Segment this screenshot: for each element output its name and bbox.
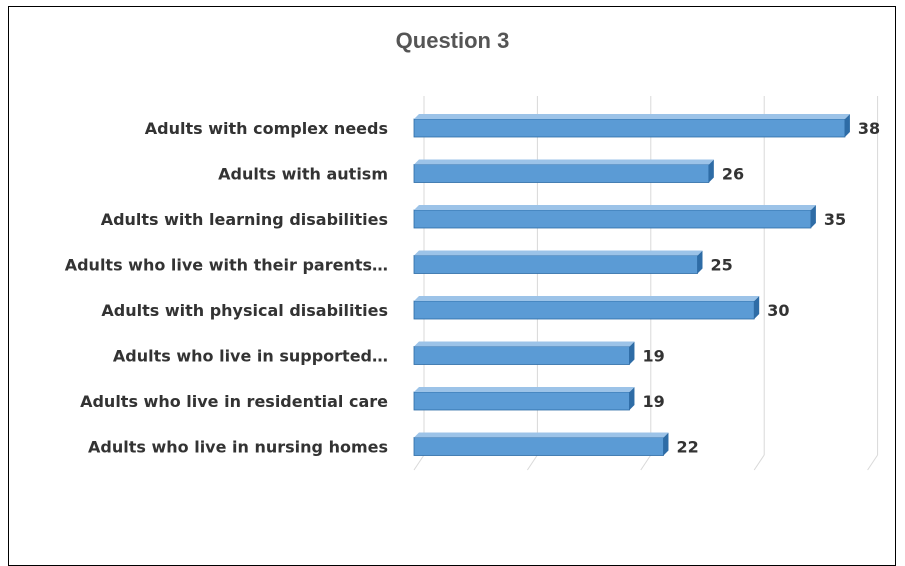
bar	[413, 164, 710, 183]
gridline-foot	[867, 454, 879, 471]
gridline-foot	[640, 454, 652, 471]
data-label: 30	[767, 301, 789, 320]
category-label: Adults who live in nursing homes	[88, 438, 388, 457]
category-label: Adults with physical disabilities	[101, 301, 388, 320]
bar-chart: Adults with complex needs 38 Adults with a…	[65, 96, 880, 471]
bar-top-face	[414, 341, 635, 347]
bar-end-cap	[810, 205, 816, 228]
bar	[413, 118, 846, 138]
bar-top-face	[414, 387, 635, 392]
chart-frame	[8, 6, 896, 566]
bar-top-face	[414, 250, 703, 256]
bar-top-face	[414, 296, 760, 301]
data-label: 26	[722, 165, 744, 184]
bar-end-cap	[697, 250, 703, 274]
bar	[413, 255, 698, 274]
bar	[413, 437, 664, 456]
category-label: Adults who live in supported…	[113, 347, 388, 366]
bar-end-cap	[629, 341, 635, 365]
bar	[413, 391, 630, 411]
data-label: 35	[824, 210, 846, 229]
category-label: Adults with autism	[218, 165, 388, 184]
bar-end-cap	[708, 159, 714, 183]
gridline-foot	[526, 454, 538, 471]
bar-top-face	[414, 432, 669, 438]
bar-end-cap	[663, 432, 669, 456]
data-label: 25	[711, 256, 733, 275]
bar-end-cap	[844, 114, 850, 137]
gridline-foot	[413, 454, 425, 471]
bar	[413, 209, 812, 229]
bar-top-face	[414, 114, 850, 119]
data-label: 22	[676, 438, 698, 457]
bar	[413, 300, 755, 320]
category-label: Adults who live in residential care	[80, 392, 388, 411]
gridline-foot	[753, 454, 765, 471]
category-label: Adults with complex needs	[145, 119, 388, 138]
data-label: 38	[858, 119, 880, 138]
chart-title: Question 3	[395, 28, 510, 53]
data-label: 19	[642, 392, 664, 411]
data-label: 19	[642, 347, 664, 366]
category-label: Adults who live with their parents…	[65, 256, 388, 275]
bar-top-face	[414, 205, 816, 210]
bar-end-cap	[754, 296, 760, 319]
bar-end-cap	[629, 387, 635, 410]
bar	[413, 346, 630, 365]
bar-top-face	[414, 159, 714, 165]
category-label: Adults with learning disabilities	[101, 210, 388, 229]
